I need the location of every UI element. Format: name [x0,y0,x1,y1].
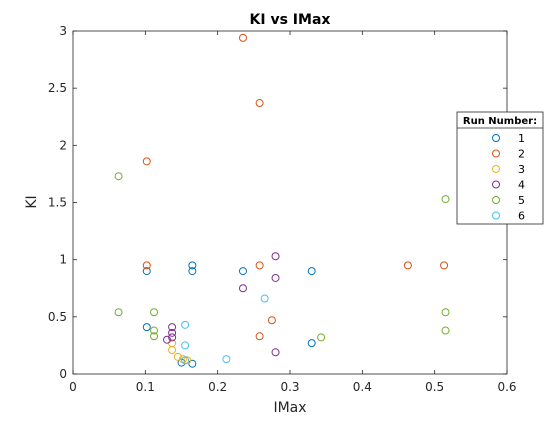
legend-items: 1 2 3 4 5 6 [492,132,525,223]
data-point-run-4 [168,333,177,342]
legend-title: Run Number: [463,116,537,127]
data-point-run-2 [403,261,412,270]
data-point-run-5 [114,172,123,181]
legend-marker-run-5 [492,196,500,204]
y-tick-label: 0 [59,367,67,381]
data-point-run-2 [255,332,264,341]
data-point-run-5 [150,332,159,341]
data-point-run-1 [188,261,197,270]
x-tick-label: 0.2 [208,380,227,394]
data-point-run-5 [150,326,159,335]
data-point-run-2 [142,261,151,270]
legend: Run Number: 1 2 3 4 5 6 [456,111,544,225]
y-tick-label: 3 [59,24,67,38]
legend-label-run-6: 6 [518,210,525,223]
data-point-run-1 [142,267,151,276]
data-point-run-6 [181,320,190,329]
data-point-run-4 [271,252,280,261]
legend-label-run-2: 2 [518,148,525,161]
axis-ticks: 0 0.1 0.2 0.3 0.4 0.5 0.6 0 0.5 1 1.5 2 2.5 3 [48,24,517,394]
legend-label-run-1: 1 [518,132,525,145]
data-point-run-5 [441,195,450,204]
data-point-run-5 [317,333,326,342]
y-tick-label: 1 [59,253,67,267]
data-point-run-5 [150,308,159,317]
data-point-run-5 [441,308,450,317]
x-tick-label: 0.5 [425,380,444,394]
legend-label-run-3: 3 [518,163,525,176]
legend-label-run-4: 4 [518,179,525,192]
data-point-run-4 [168,323,177,332]
data-point-run-1 [307,267,316,276]
y-tick-label: 2.5 [48,81,67,95]
data-point-run-6 [181,341,190,350]
data-point-run-4 [271,273,280,282]
data-points [114,33,450,368]
chart-title: KI vs IMax [250,12,331,28]
x-tick-label: 0.1 [136,380,155,394]
data-point-run-4 [168,328,177,337]
data-point-run-3 [168,345,177,354]
data-point-run-1 [307,339,316,348]
data-point-run-1 [142,323,151,332]
data-point-run-2 [238,33,247,42]
data-point-run-5 [441,326,450,335]
data-point-run-4 [238,284,247,293]
data-point-run-4 [271,348,280,357]
x-axis-label: IMax [273,400,306,416]
data-point-run-6 [260,294,269,303]
data-point-run-3 [173,352,182,361]
x-tick-label: 0.6 [497,380,516,394]
y-axis-label: KI [24,195,40,208]
x-tick-label: 0.4 [353,380,372,394]
legend-box [456,111,544,225]
legend-marker-run-2 [492,149,500,158]
legend-label-run-5: 5 [518,194,525,207]
data-point-run-2 [255,261,264,270]
data-point-run-3 [183,356,192,365]
y-tick-label: 0.5 [48,310,67,324]
legend-marker-run-6 [492,211,500,220]
y-tick-label: 2 [59,138,67,152]
legend-marker-run-4 [492,180,500,189]
legend-marker-run-3 [492,165,500,173]
data-point-run-6 [181,356,190,365]
data-point-run-2 [440,261,449,270]
x-tick-label: 0 [69,380,77,394]
data-point-run-2 [267,316,276,325]
data-point-run-1 [238,267,247,276]
data-point-run-4 [163,335,172,344]
plot-area [72,30,508,375]
data-point-run-1 [188,267,197,276]
data-point-run-6 [222,355,231,364]
y-tick-label: 1.5 [48,196,67,210]
data-point-run-2 [142,157,151,166]
data-point-run-5 [114,308,123,317]
legend-marker-run-1 [492,134,500,142]
x-tick-label: 0.3 [280,380,299,394]
data-point-run-2 [255,99,264,108]
